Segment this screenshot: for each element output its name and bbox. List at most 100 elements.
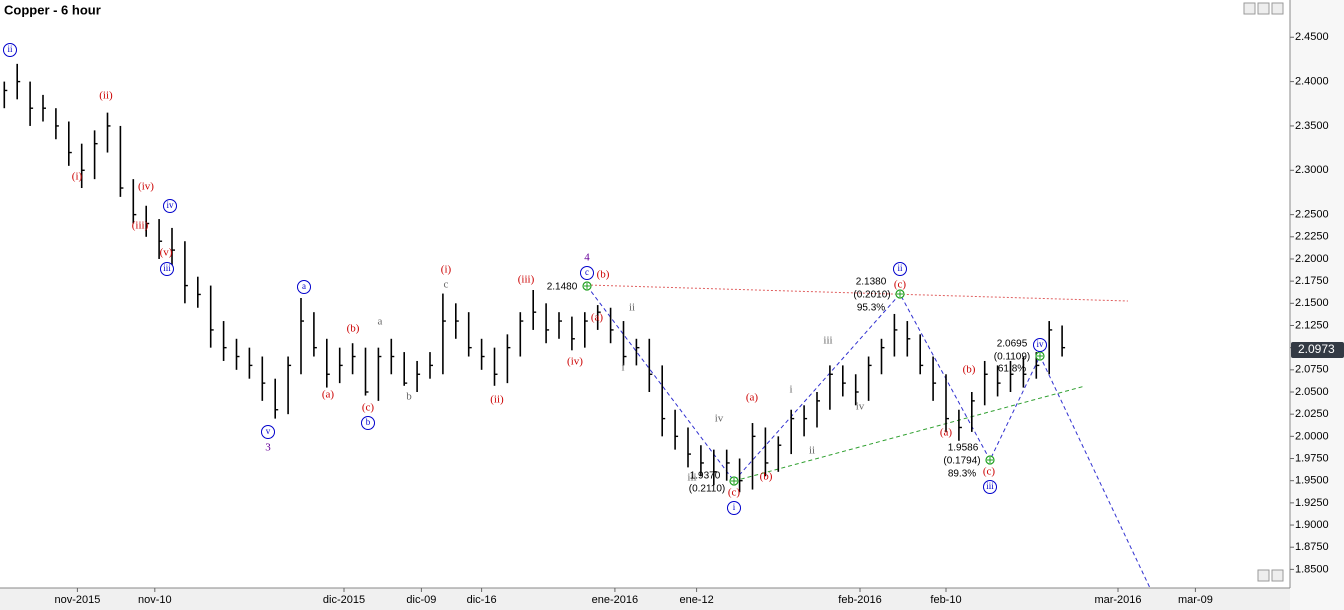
wave-circle <box>727 501 741 515</box>
wave-label: v <box>266 426 271 436</box>
wave-label: (0.1794) <box>943 456 980 467</box>
x-tick-label: ene-2016 <box>592 594 639 606</box>
x-tick-label: ene-12 <box>679 594 713 606</box>
wave-label: (ii) <box>490 394 504 406</box>
y-tick-label: 2.3000 <box>1295 164 1329 176</box>
y-tick-label: 2.0250 <box>1295 408 1329 420</box>
wave-label: (c) <box>362 402 375 414</box>
pivot-marker <box>584 283 590 289</box>
x-tick-label: dic-16 <box>467 594 497 606</box>
wave-label: 1.9370 <box>690 471 721 482</box>
wave-label: i <box>733 502 736 512</box>
wave-label: iii <box>687 472 696 484</box>
wave-label: (ii) <box>99 90 113 102</box>
wave-label: c <box>585 267 589 277</box>
wave-label: (a) <box>322 389 335 401</box>
x-tick-label: dic-09 <box>406 594 436 606</box>
pivot-marker <box>987 457 993 463</box>
nav-icons[interactable] <box>1243 2 1284 582</box>
wave-label: 95.3% <box>857 303 885 314</box>
wave-label: (0.2110) <box>689 484 726 495</box>
y-tick-label: 2.1250 <box>1295 319 1329 331</box>
x-tick-label: dic-2015 <box>323 594 365 606</box>
chart-title: Copper - 6 hour <box>4 2 101 17</box>
pivot-marker <box>731 478 737 484</box>
wave-label: (b) <box>760 471 773 483</box>
wave-label: (iv) <box>138 181 154 193</box>
wave-label: (c) <box>983 466 996 478</box>
wave-label: (a) <box>591 312 604 324</box>
wave-label: (b) <box>347 323 360 335</box>
y-tick-label: 2.4000 <box>1295 75 1329 87</box>
wave-label: c <box>444 279 449 291</box>
wave-label: (b) <box>963 364 976 376</box>
trend-line <box>733 385 1086 482</box>
y-tick-label: 1.9500 <box>1295 475 1329 487</box>
y-tick-label: 2.2000 <box>1295 253 1329 265</box>
wave-circle <box>893 262 907 276</box>
icon[interactable] <box>1271 2 1284 15</box>
wave-label: iii <box>823 335 832 347</box>
y-tick-label: 2.1500 <box>1295 297 1329 309</box>
wave-label: (c) <box>894 279 907 291</box>
y-tick-label: 1.8500 <box>1295 563 1329 575</box>
wave-label: ii <box>809 445 815 457</box>
y-tick-label: 2.4500 <box>1295 31 1329 43</box>
wave-circle <box>1033 338 1047 352</box>
wave-label: iii <box>986 481 994 491</box>
icon[interactable] <box>1243 2 1256 15</box>
wave-label: iv <box>166 200 174 210</box>
pivot-marker <box>897 291 903 297</box>
wave-label: 4 <box>584 252 590 264</box>
wave-label: (b) <box>597 269 610 281</box>
wave-circle <box>3 43 17 57</box>
y-tick-label: 2.1750 <box>1295 275 1329 287</box>
wave-circle <box>261 425 275 439</box>
wave-circle <box>163 199 177 213</box>
y-tick-label: 1.9750 <box>1295 452 1329 464</box>
wave-label: (a) <box>940 427 953 439</box>
y-tick-label: 2.3500 <box>1295 120 1329 132</box>
wave-label: 1.9586 <box>948 443 979 454</box>
x-tick-label: mar-2016 <box>1094 594 1141 606</box>
wave-label: iv <box>1036 339 1044 349</box>
y-tick-label: 1.9250 <box>1295 497 1329 509</box>
y-axis-strip <box>1290 0 1344 610</box>
wave-label: ii <box>897 263 903 273</box>
y-tick-label: 1.8750 <box>1295 541 1329 553</box>
x-tick-label: nov-2015 <box>54 594 100 606</box>
wave-label: (v) <box>160 247 173 259</box>
x-tick-label: feb-10 <box>930 594 961 606</box>
wave-label: 2.0695 <box>997 339 1028 350</box>
wave-label: 2.1480 <box>547 282 578 293</box>
wave-label: a <box>378 316 383 328</box>
wave-circle <box>160 262 174 276</box>
pivot-marker <box>1037 353 1043 359</box>
wave-label: (c) <box>728 487 741 499</box>
wave-label: iii <box>163 263 171 273</box>
x-axis-strip <box>0 588 1290 610</box>
icon[interactable] <box>1257 569 1270 582</box>
icon[interactable] <box>1271 569 1284 582</box>
wave-label: ii <box>629 302 635 314</box>
wave-label: (a) <box>746 392 759 404</box>
wave-label: ii <box>7 44 13 54</box>
wave-label: (iii) <box>518 274 535 286</box>
wave-label: i <box>621 362 624 374</box>
y-tick-label: 2.0000 <box>1295 430 1329 442</box>
icon[interactable] <box>1257 2 1270 15</box>
wave-circle <box>983 480 997 494</box>
x-tick-label: mar-09 <box>1178 594 1213 606</box>
wave-label: 89.3% <box>948 469 976 480</box>
wave-circle <box>297 280 311 294</box>
wave-label: 3 <box>265 442 271 454</box>
wave-path <box>586 285 1151 589</box>
y-tick-label: 2.0750 <box>1295 364 1329 376</box>
wave-label: 61.8% <box>998 364 1026 375</box>
wave-label: (0.2010) <box>853 290 890 301</box>
x-tick-label: feb-2016 <box>838 594 881 606</box>
wave-label: b <box>406 391 412 403</box>
wave-label: (0.1109) <box>994 352 1031 363</box>
